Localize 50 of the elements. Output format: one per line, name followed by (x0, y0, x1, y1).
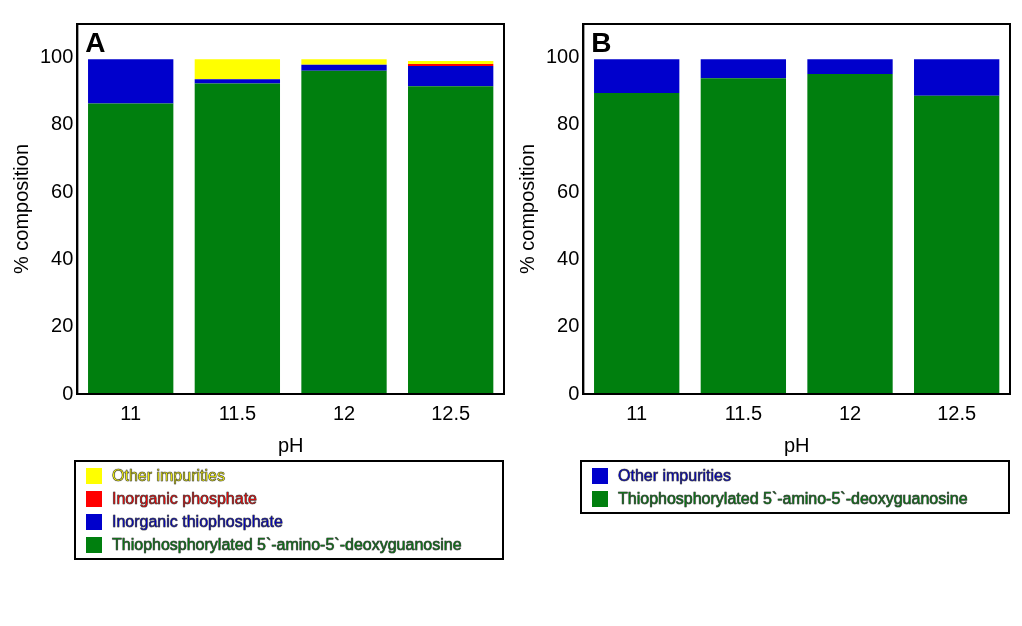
bar (88, 59, 174, 104)
y-tick-label: 40 (557, 246, 580, 269)
y-tick-label: 40 (51, 246, 74, 269)
bar (914, 59, 1000, 96)
bar (408, 66, 494, 87)
x-tick-label: 11 (120, 401, 142, 424)
bar (408, 86, 494, 394)
bar (194, 59, 281, 80)
bar (700, 59, 787, 79)
y-tick-label: 80 (51, 112, 74, 135)
bar (594, 59, 680, 93)
x-tick-label: 12.5 (431, 401, 471, 424)
y-tick-label: 60 (557, 179, 580, 202)
legend-label: Thiophosphorylated 5`-amino-5`-deoxyguanosine (112, 535, 462, 554)
y-tick-label: 100 (39, 45, 74, 68)
x-tick-label: 12.5 (937, 401, 977, 424)
x-tick-label: 11 (626, 401, 648, 424)
x-tick-label: 11.5 (724, 401, 763, 424)
bar (88, 103, 174, 394)
x-tick-label: 12 (332, 401, 356, 424)
bar (301, 70, 387, 394)
x-tick-label: 11.5 (218, 401, 257, 424)
bar (194, 83, 281, 394)
y-tick-label: 60 (51, 179, 74, 202)
legend-label: Inorganic thiophosphate (112, 512, 283, 531)
y-tick-label: 0 (62, 381, 74, 404)
y-axis-title: % composition (515, 143, 538, 275)
chart-title: B (591, 26, 612, 58)
y-tick-label: 100 (545, 45, 580, 68)
y-tick-label: 20 (51, 314, 74, 337)
bar (807, 59, 893, 75)
y-axis-title: % composition (9, 143, 32, 275)
y-tick-label: 20 (557, 314, 580, 337)
bar (594, 92, 680, 394)
bar (700, 78, 787, 394)
bar (301, 59, 387, 65)
bar (914, 95, 1000, 394)
bar (301, 64, 387, 71)
x-axis-title: pH (277, 433, 304, 456)
y-tick-label: 80 (557, 112, 580, 135)
legend-label: Other impurities (618, 466, 731, 485)
bar (194, 79, 281, 84)
x-tick-label: 12 (838, 401, 862, 424)
legend-label: Inorganic phosphate (112, 489, 257, 508)
legend-label: Other impurities (112, 466, 225, 485)
chart-title: A (85, 26, 106, 58)
legend-label: Thiophosphorylated 5`-amino-5`-deoxyguanosine (618, 489, 968, 508)
y-tick-label: 0 (568, 381, 580, 404)
bar (807, 74, 893, 394)
x-axis-title: pH (783, 433, 810, 456)
